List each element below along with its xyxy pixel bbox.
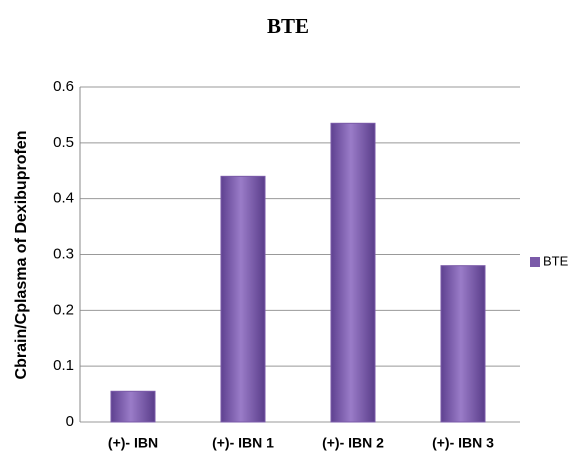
y-tick-label: 0.3 bbox=[53, 245, 74, 262]
y-axis-label: Cbrain/Cplasma of Dexibuprofen bbox=[13, 131, 30, 380]
bar bbox=[440, 265, 486, 423]
y-tick-label: 0.5 bbox=[53, 134, 74, 151]
x-tick-label: (+)- IBN bbox=[108, 435, 158, 451]
x-tick-label: (+)- IBN 2 bbox=[322, 435, 384, 451]
y-tick-label: 0.1 bbox=[53, 357, 74, 374]
bar bbox=[330, 122, 376, 423]
x-tick-label: (+)- IBN 3 bbox=[432, 435, 494, 451]
legend-swatch bbox=[530, 257, 540, 267]
bar bbox=[220, 175, 266, 423]
chart-title: BTE bbox=[267, 14, 309, 38]
y-tick-label: 0 bbox=[66, 413, 74, 430]
bar bbox=[110, 390, 156, 423]
y-tick-label: 0.6 bbox=[53, 78, 74, 95]
legend-label: BTE bbox=[543, 253, 569, 268]
y-tick-label: 0.2 bbox=[53, 301, 74, 318]
y-tick-label: 0.4 bbox=[53, 190, 74, 207]
x-tick-label: (+)- IBN 1 bbox=[212, 435, 274, 451]
